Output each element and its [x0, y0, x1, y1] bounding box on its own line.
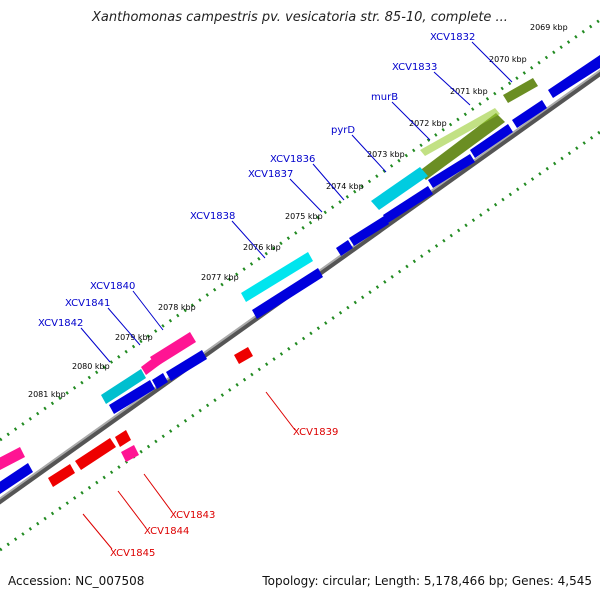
cds-block[interactable] — [548, 55, 600, 98]
kbp-label: 2075 kbp — [285, 212, 323, 221]
cds-block[interactable] — [383, 186, 433, 223]
outer-ruler-line — [0, 18, 600, 442]
gene-label: XCV1841 — [65, 298, 110, 309]
cds-block[interactable] — [0, 463, 33, 494]
gene-label: murB — [371, 92, 398, 103]
gene-label: XCV1839 — [293, 427, 338, 438]
forward-features — [0, 78, 538, 470]
kbp-label: 2070 kbp — [489, 55, 527, 64]
cds-block[interactable] — [252, 268, 323, 319]
cds-block[interactable] — [336, 240, 353, 256]
genome-summary-text: Topology: circular; Length: 5,178,466 bp… — [262, 574, 592, 588]
cds-block[interactable] — [109, 380, 155, 414]
kbp-label: 2071 kbp — [450, 87, 488, 96]
gene-label: XCV1843 — [170, 510, 215, 521]
gene-murb[interactable] — [371, 167, 428, 210]
genome-map: 2069 kbp 2070 kbp 2071 kbp 2072 kbp 2073… — [0, 18, 600, 559]
inner-ruler-line — [0, 130, 600, 552]
kbp-label: 2077 kbp — [201, 273, 239, 282]
cds-block[interactable] — [166, 350, 207, 381]
gene-xcv1843[interactable] — [115, 430, 131, 447]
gene-label: XCV1836 — [270, 154, 315, 165]
gene-label: XCV1838 — [190, 211, 235, 222]
gene-pink-left[interactable] — [0, 447, 25, 470]
gene-xcv1839[interactable] — [234, 347, 253, 364]
cds-block[interactable] — [512, 100, 547, 128]
kbp-label: 2072 kbp — [409, 119, 447, 128]
kbp-label: 2080 kbp — [72, 362, 110, 371]
gene-label: XCV1832 — [430, 32, 475, 43]
gene-pyrd[interactable] — [420, 108, 500, 156]
gene-label: pyrD — [331, 125, 355, 136]
cds-block[interactable] — [470, 124, 513, 158]
gene-label: XCV1845 — [110, 548, 155, 559]
gene-xcv1833[interactable] — [418, 113, 505, 180]
gene-xcv1844[interactable] — [75, 438, 116, 470]
map-title: Xanthomonas campestris pv. vesicatoria s… — [92, 10, 508, 25]
gene-label: XCV1837 — [248, 169, 293, 180]
gene-xcv1841[interactable] — [141, 355, 162, 375]
gene-xcv1840[interactable] — [150, 332, 196, 367]
gene-label: XCV1842 — [38, 318, 83, 329]
reverse-features — [48, 347, 253, 487]
cds-block[interactable] — [428, 154, 475, 188]
kbp-label: 2069 kbp — [530, 23, 568, 32]
gene-xcv1845[interactable] — [48, 464, 75, 487]
forward-cds-row — [0, 55, 600, 494]
kbp-label: 2076 kbp — [243, 243, 281, 252]
reverse-gene-labels: XCV1839 XCV1843 XCV1844 XCV1845 — [82, 391, 338, 559]
accession-text: Accession: NC_007508 — [8, 574, 145, 588]
gene-xcv1843-pink[interactable] — [121, 445, 139, 462]
forward-gene-labels: XCV1832 XCV1833 murB pyrD XCV1836 XCV183… — [38, 32, 513, 363]
gene-xcv1838[interactable] — [241, 252, 313, 302]
kbp-label: 2073 kbp — [367, 150, 405, 159]
gene-label: XCV1833 — [392, 62, 437, 73]
gene-xcv1842[interactable] — [101, 369, 146, 404]
cds-block[interactable] — [152, 373, 168, 389]
kbp-label: 2081 kbp — [28, 390, 66, 399]
kbp-tick-labels: 2069 kbp 2070 kbp 2071 kbp 2072 kbp 2073… — [28, 23, 568, 399]
gene-xcv1832[interactable] — [503, 78, 538, 103]
kbp-label: 2074 kbp — [326, 182, 364, 191]
gene-label: XCV1844 — [144, 526, 189, 537]
cds-block[interactable] — [349, 216, 389, 246]
kbp-label: 2078 kbp — [158, 303, 196, 312]
gene-label: XCV1840 — [90, 281, 135, 292]
